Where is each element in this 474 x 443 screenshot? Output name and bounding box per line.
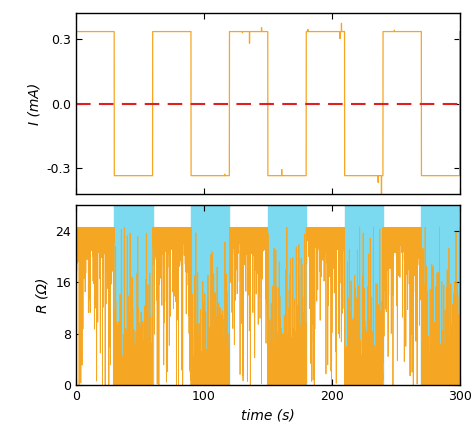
Bar — [191, 205, 229, 385]
Y-axis label: R (Ω): R (Ω) — [36, 277, 50, 313]
Y-axis label: I (mA): I (mA) — [27, 82, 41, 125]
Bar — [114, 205, 153, 385]
Bar — [345, 205, 383, 385]
X-axis label: time (s): time (s) — [241, 409, 295, 423]
Bar — [421, 205, 460, 385]
Bar — [268, 205, 306, 385]
